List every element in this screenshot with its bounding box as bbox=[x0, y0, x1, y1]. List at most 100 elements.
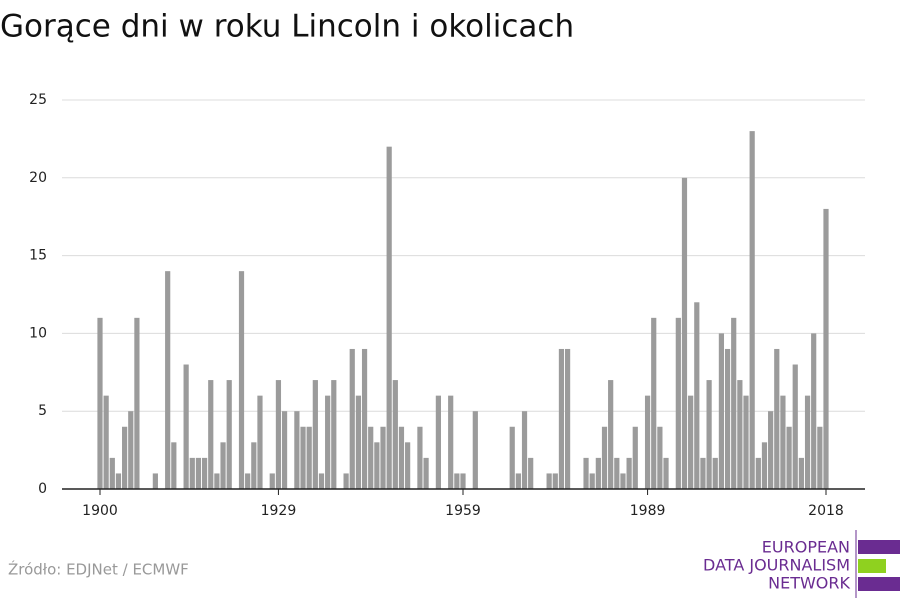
bar bbox=[472, 411, 478, 489]
bar bbox=[423, 457, 429, 489]
bar bbox=[214, 473, 220, 489]
bar bbox=[651, 317, 657, 489]
bar bbox=[724, 348, 731, 489]
bar bbox=[749, 131, 755, 489]
bar bbox=[681, 177, 688, 490]
bar bbox=[128, 411, 134, 489]
bar bbox=[380, 426, 386, 489]
logo: EUROPEAN DATA JOURNALISM NETWORK bbox=[703, 530, 900, 598]
bar bbox=[509, 426, 515, 489]
bar bbox=[343, 473, 349, 489]
bar bbox=[644, 395, 651, 489]
bar bbox=[786, 426, 792, 489]
bar bbox=[712, 457, 718, 489]
bar bbox=[768, 411, 774, 489]
bar bbox=[171, 442, 177, 489]
bar bbox=[398, 426, 405, 489]
y-tick-label: 5 bbox=[38, 403, 47, 419]
bar bbox=[226, 380, 232, 489]
bar bbox=[515, 473, 521, 489]
bar bbox=[97, 317, 103, 489]
y-tick-label: 10 bbox=[29, 325, 47, 341]
bar bbox=[460, 473, 466, 489]
bar bbox=[632, 426, 638, 489]
bar bbox=[694, 302, 700, 489]
logo-text: EUROPEAN bbox=[762, 538, 850, 557]
bar bbox=[595, 457, 601, 489]
bar bbox=[675, 317, 681, 489]
bar bbox=[731, 317, 737, 489]
bar bbox=[300, 426, 306, 489]
bar bbox=[189, 457, 195, 489]
bar bbox=[626, 457, 632, 489]
bar bbox=[688, 395, 694, 489]
bar bbox=[349, 348, 355, 489]
bar bbox=[312, 380, 318, 489]
bar bbox=[386, 146, 392, 489]
bar bbox=[798, 457, 804, 489]
bar bbox=[109, 457, 115, 489]
bar bbox=[817, 426, 823, 489]
bar bbox=[325, 395, 331, 489]
bar bbox=[251, 442, 257, 489]
bar bbox=[620, 473, 626, 489]
bar bbox=[700, 457, 706, 489]
bar bbox=[355, 395, 362, 489]
bar bbox=[583, 457, 589, 489]
bar bbox=[294, 411, 300, 489]
bar bbox=[220, 442, 226, 489]
bar bbox=[152, 473, 158, 489]
bar bbox=[361, 348, 368, 489]
bar bbox=[331, 380, 337, 489]
logo-text: NETWORK bbox=[768, 574, 850, 593]
bar bbox=[454, 473, 460, 489]
bar bbox=[448, 395, 454, 489]
chart-title: Gorące dni w roku Lincoln i okolicach bbox=[0, 9, 574, 45]
bar bbox=[269, 473, 275, 489]
bar bbox=[374, 442, 380, 489]
bar bbox=[103, 395, 109, 489]
y-tick-label: 25 bbox=[29, 92, 47, 108]
bar bbox=[823, 208, 829, 490]
bar bbox=[657, 426, 663, 489]
logo-bar bbox=[858, 540, 900, 554]
y-tick-label: 15 bbox=[29, 248, 47, 264]
bar bbox=[435, 395, 441, 489]
bar bbox=[122, 426, 128, 489]
x-tick-label: 1959 bbox=[445, 503, 481, 519]
x-tick-label: 1989 bbox=[630, 503, 666, 519]
bar bbox=[761, 442, 768, 489]
bar bbox=[405, 442, 411, 489]
bar bbox=[546, 473, 552, 489]
bar bbox=[614, 457, 620, 489]
bar bbox=[195, 457, 202, 489]
bar bbox=[811, 333, 817, 489]
bar bbox=[201, 457, 208, 489]
bar bbox=[718, 333, 725, 489]
bar bbox=[275, 380, 282, 489]
bar bbox=[115, 473, 122, 489]
bar bbox=[134, 317, 140, 489]
bar bbox=[417, 426, 423, 489]
x-tick-label: 1929 bbox=[261, 503, 297, 519]
bar bbox=[589, 473, 595, 489]
bar bbox=[521, 411, 528, 489]
bar bbox=[368, 426, 374, 489]
bar bbox=[608, 380, 614, 489]
bar bbox=[792, 364, 798, 489]
bar bbox=[564, 348, 571, 489]
x-tick-label: 2018 bbox=[808, 503, 844, 519]
bar bbox=[238, 271, 245, 489]
bar bbox=[165, 271, 171, 489]
source: Źródło: EDJNet / ECMWF bbox=[8, 560, 189, 579]
bar bbox=[208, 380, 214, 489]
bar bbox=[601, 426, 608, 489]
logo-text: DATA JOURNALISM bbox=[703, 556, 850, 575]
bar bbox=[392, 380, 398, 489]
bar bbox=[804, 395, 811, 489]
x-tick-label: 1900 bbox=[82, 503, 118, 519]
bar bbox=[528, 457, 534, 489]
y-tick-label: 0 bbox=[38, 481, 47, 497]
bar bbox=[706, 380, 712, 489]
